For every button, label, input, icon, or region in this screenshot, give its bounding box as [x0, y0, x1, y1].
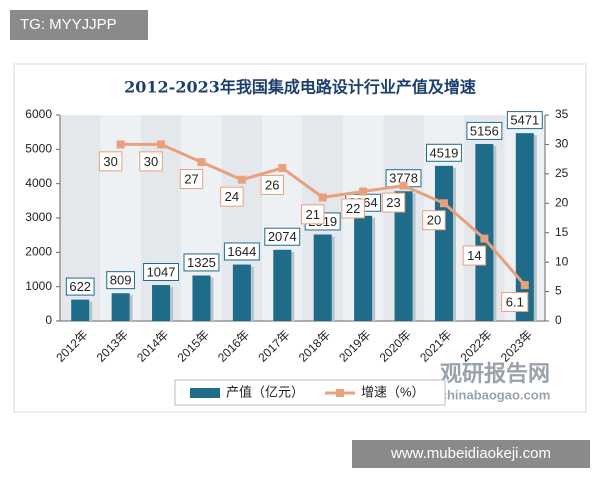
- logo-url: chinabaogao.com: [440, 387, 551, 402]
- growth-value-box: [139, 151, 163, 172]
- top-tag: TG: MYYJJPP: [20, 16, 117, 33]
- bar-value-box: [143, 262, 180, 281]
- bar: [475, 143, 494, 321]
- bar: [434, 165, 453, 321]
- growth-value-label: 20: [427, 213, 441, 228]
- bar-value-label: 2074: [268, 229, 297, 244]
- growth-value-box: [341, 198, 365, 219]
- y-tick-label: 5000: [25, 142, 52, 156]
- bar-value-box: [183, 253, 220, 272]
- bar-value-label: 5156: [470, 123, 499, 138]
- bar-value-label: 1644: [227, 244, 256, 259]
- growth-marker: [359, 187, 368, 196]
- bar-value-label: 622: [69, 279, 91, 294]
- y-tick-label: 3000: [25, 210, 52, 224]
- bar: [273, 249, 292, 321]
- bottom-tag: www.mubeidiaokeji.com: [390, 445, 551, 462]
- growth-value-box: [98, 151, 123, 172]
- bottom-tag-box: [352, 440, 590, 468]
- growth-value-label: 30: [103, 154, 117, 169]
- growth-value-box: [179, 169, 204, 190]
- growth-value-label: 24: [225, 189, 239, 204]
- bar: [515, 133, 534, 321]
- legend-label: 增速（%）: [361, 384, 425, 399]
- growth-value-label: 21: [305, 207, 319, 222]
- y2-tick-label: 0: [555, 313, 562, 327]
- bar-value-box: [106, 271, 135, 290]
- y2-tick-label: 10: [555, 254, 569, 268]
- bar: [152, 285, 171, 321]
- growth-value-box: [260, 174, 285, 195]
- bar-value-box: [466, 121, 503, 140]
- y2-tick-label: 20: [555, 195, 569, 209]
- growth-marker: [439, 199, 448, 208]
- bar: [111, 293, 130, 321]
- bar-value-label: 5471: [510, 113, 539, 128]
- bar-value-label: 4519: [429, 145, 458, 160]
- y-tick-label: 0: [45, 313, 52, 327]
- growth-marker: [520, 281, 529, 290]
- bar-value-box: [425, 143, 462, 162]
- bar-value-box: [65, 277, 95, 296]
- growth-marker: [399, 181, 408, 190]
- growth-marker: [157, 140, 166, 149]
- growth-marker: [278, 163, 287, 172]
- bar: [192, 275, 211, 321]
- bar-value-label: 809: [110, 273, 132, 288]
- bar: [71, 299, 90, 321]
- growth-value-label: 6.1: [506, 295, 524, 310]
- growth-marker: [480, 234, 489, 243]
- y2-tick-label: 35: [555, 107, 569, 121]
- growth-value-label: 22: [346, 201, 360, 216]
- growth-value-label: 14: [467, 248, 481, 263]
- bar: [394, 191, 413, 321]
- y-tick-label: 6000: [25, 107, 52, 121]
- bar: [232, 264, 251, 321]
- bar-value-label: 3778: [389, 171, 418, 186]
- bar-value-box: [264, 227, 301, 246]
- top-tag-box: [10, 10, 148, 40]
- y2-tick-label: 5: [555, 284, 562, 298]
- growth-value-box: [220, 186, 244, 207]
- bar-value-box: [506, 111, 543, 130]
- bar-value-label: 1325: [187, 255, 216, 270]
- growth-marker: [197, 158, 206, 167]
- growth-value-box: [381, 192, 406, 213]
- legend-swatch: [190, 388, 220, 398]
- growth-value-box: [501, 292, 529, 313]
- growth-value-label: 30: [144, 154, 158, 169]
- growth-marker: [116, 140, 125, 149]
- y2-tick-label: 15: [555, 225, 569, 239]
- growth-value-label: 26: [265, 177, 279, 192]
- bar: [354, 215, 373, 321]
- legend-swatch-marker: [336, 389, 344, 397]
- legend-label: 产值（亿元）: [226, 384, 304, 399]
- growth-value-box: [422, 210, 446, 231]
- bar: [313, 234, 332, 321]
- growth-value-label: 23: [386, 195, 400, 210]
- bar-value-label: 1047: [147, 264, 176, 279]
- growth-value-box: [300, 204, 325, 225]
- y-tick-label: 1000: [25, 279, 52, 293]
- growth-value-box: [462, 245, 487, 266]
- chart-title: 2012-2023年我国集成电路设计行业产值及增速: [124, 78, 476, 97]
- y2-tick-label: 25: [555, 166, 569, 180]
- y-tick-label: 4000: [25, 176, 52, 190]
- growth-marker: [318, 193, 327, 202]
- y2-tick-label: 30: [555, 137, 569, 151]
- logo-name: 观研报告网: [440, 361, 550, 386]
- growth-marker: [237, 175, 246, 184]
- bar-value-box: [223, 242, 260, 261]
- growth-value-label: 27: [184, 172, 198, 187]
- y-tick-label: 2000: [25, 245, 52, 259]
